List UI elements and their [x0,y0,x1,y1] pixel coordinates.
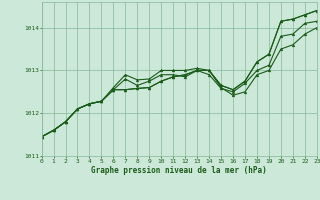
X-axis label: Graphe pression niveau de la mer (hPa): Graphe pression niveau de la mer (hPa) [91,166,267,175]
